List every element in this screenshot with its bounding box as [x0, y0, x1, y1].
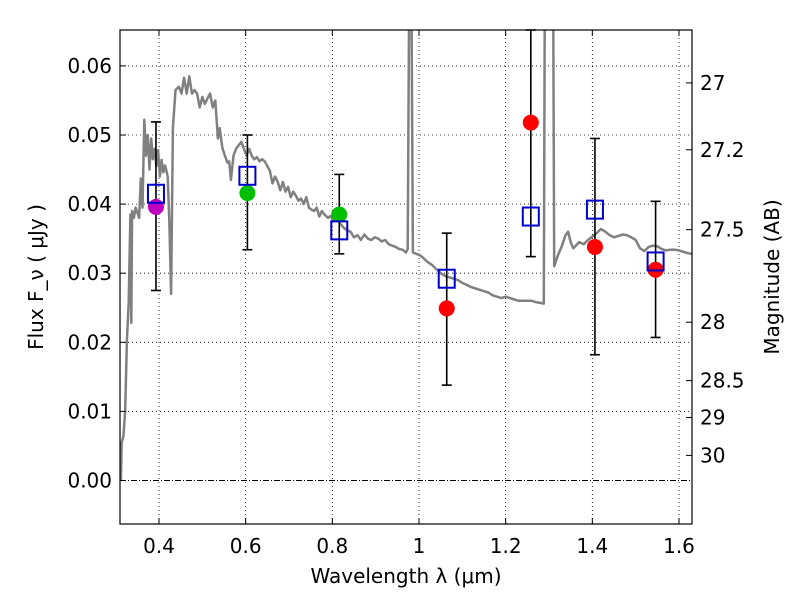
- y2-tick-label: 27.2: [700, 138, 745, 162]
- y2-axis-label: Magnitude (AB): [760, 199, 784, 354]
- y-tick-label: 0.00: [67, 468, 112, 492]
- x-tick-label: 1: [413, 534, 426, 558]
- y-tick-label: 0.01: [67, 399, 112, 423]
- observed-flux-point: [147, 198, 164, 215]
- model-photometry-marker: [521, 206, 540, 227]
- x-tick-label: 0.4: [143, 534, 175, 558]
- x-tick-label: 1.6: [663, 534, 695, 558]
- data-points: [146, 29, 665, 386]
- grid: [120, 30, 692, 524]
- y-tick-label: 0.04: [67, 192, 112, 216]
- y2-tick-label: 27.5: [700, 218, 745, 242]
- y-tick-label: 0.02: [67, 330, 112, 354]
- model-photometry-marker: [437, 268, 456, 289]
- x-tick-label: 0.6: [230, 534, 262, 558]
- y2-tick-label: 28.5: [700, 369, 745, 393]
- model-spectrum-line: [120, 30, 692, 481]
- plot-frame: [119, 29, 693, 525]
- model-photometry-marker: [646, 251, 665, 272]
- observed-flux-point: [438, 300, 455, 317]
- model-photometry-marker: [330, 220, 349, 241]
- y-tick-label: 0.06: [67, 54, 112, 78]
- axis-ticks: 0.4 0.6 0.8 1 1.2 1.4 1.6 0.00 0.01 0.02 0.03 0.04 0…: [67, 30, 745, 558]
- y2-tick-label: 28: [700, 310, 725, 334]
- observed-flux-point: [522, 114, 539, 131]
- x-tick-label: 1.2: [490, 534, 522, 558]
- observed-flux-point: [239, 185, 256, 202]
- x-axis-label: Wavelength λ (μm): [310, 564, 501, 588]
- observed-flux-point: [331, 206, 348, 223]
- y2-tick-label: 27: [700, 71, 725, 95]
- y2-tick-label: 30: [700, 443, 725, 467]
- y-tick-label: 0.03: [67, 261, 112, 285]
- x-tick-label: 1.4: [576, 534, 608, 558]
- observed-flux-point: [586, 238, 603, 255]
- x-tick-label: 0.8: [316, 534, 348, 558]
- y-tick-label: 0.05: [67, 123, 112, 147]
- model-photometry-marker: [585, 199, 604, 220]
- y2-tick-label: 29: [700, 405, 725, 429]
- y-axis-label: Flux F_ν ( μJy ): [24, 204, 48, 350]
- model-photometry-marker: [238, 165, 257, 186]
- model-photometry-marker: [146, 183, 165, 204]
